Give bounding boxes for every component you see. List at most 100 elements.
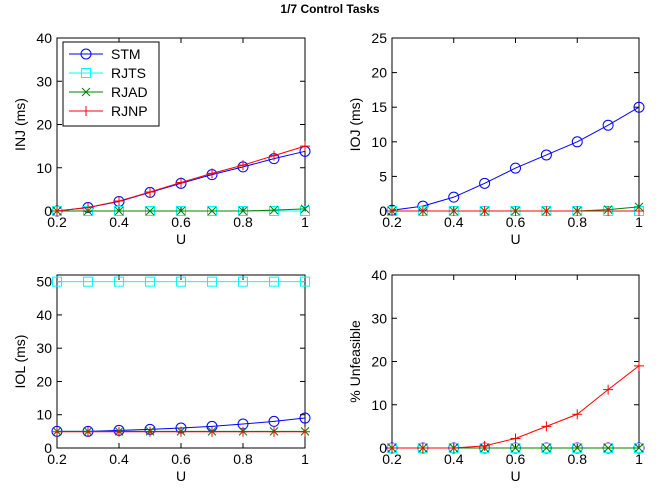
data-point bbox=[634, 443, 644, 453]
data-point bbox=[299, 412, 311, 424]
x-tick-label: 0.8 bbox=[568, 214, 588, 230]
x-tick-label: 1 bbox=[635, 451, 643, 467]
x-tick-label: 0.8 bbox=[233, 214, 253, 230]
data-point bbox=[417, 443, 428, 453]
x-tick-label: 0.4 bbox=[444, 214, 464, 230]
x-tick-label: 0.6 bbox=[506, 214, 526, 230]
x-axis-label: U bbox=[510, 231, 520, 247]
x-tick-label: 0.4 bbox=[444, 451, 464, 467]
y-axis-label: IOL (ms) bbox=[12, 335, 28, 389]
legend-marker bbox=[81, 106, 91, 116]
data-point bbox=[207, 426, 217, 437]
data-point bbox=[145, 426, 155, 437]
y-tick-label: 20 bbox=[36, 117, 52, 133]
data-point bbox=[387, 206, 397, 216]
data-point bbox=[634, 206, 644, 216]
x-tick-label: 0.6 bbox=[171, 214, 191, 230]
data-point bbox=[176, 426, 186, 437]
data-point bbox=[510, 433, 521, 444]
data-point bbox=[269, 426, 279, 437]
y-tick-label: 15 bbox=[371, 99, 387, 115]
data-point bbox=[603, 206, 614, 216]
y-tick-label: 10 bbox=[36, 160, 52, 176]
y-tick-label: 20 bbox=[371, 354, 387, 370]
x-tick-label: 0.2 bbox=[47, 214, 67, 230]
data-point bbox=[634, 360, 644, 371]
data-point bbox=[602, 119, 614, 131]
y-tick-label: 30 bbox=[36, 340, 52, 356]
data-point bbox=[603, 384, 614, 395]
y-axis-label: IOJ (ms) bbox=[347, 98, 363, 152]
series-rjnp bbox=[387, 360, 644, 453]
data-point bbox=[572, 443, 582, 453]
x-tick-label: 0.2 bbox=[47, 451, 67, 467]
legend-marker bbox=[80, 48, 92, 60]
data-point bbox=[572, 409, 583, 420]
data-point bbox=[83, 276, 93, 287]
data-point bbox=[145, 186, 155, 197]
data-point bbox=[238, 426, 248, 437]
data-point bbox=[176, 177, 186, 188]
y-tick-label: 20 bbox=[371, 65, 387, 81]
legend-entry: RJTS bbox=[111, 65, 146, 81]
x-tick-label: 0.4 bbox=[109, 451, 129, 467]
series-line bbox=[391, 106, 640, 211]
data-point bbox=[176, 276, 186, 287]
y-tick-label: 10 bbox=[371, 397, 387, 413]
y-tick-label: 0 bbox=[379, 203, 387, 219]
legend-entry: RJNP bbox=[111, 103, 148, 119]
data-point bbox=[114, 276, 124, 287]
legend-box bbox=[62, 41, 160, 127]
data-point bbox=[269, 276, 279, 287]
data-point bbox=[448, 206, 459, 216]
data-point bbox=[238, 206, 248, 216]
y-tick-label: 40 bbox=[36, 307, 52, 323]
data-point bbox=[145, 276, 155, 287]
data-point bbox=[479, 177, 491, 189]
data-point bbox=[300, 206, 310, 216]
x-axis-label: U bbox=[510, 468, 520, 484]
data-point bbox=[207, 276, 217, 287]
data-point bbox=[510, 162, 521, 174]
x-tick-label: 0.6 bbox=[506, 451, 526, 467]
y-tick-label: 40 bbox=[371, 267, 387, 283]
data-point bbox=[541, 206, 552, 216]
data-point bbox=[479, 206, 490, 216]
data-point bbox=[571, 136, 583, 148]
x-axis-label: U bbox=[176, 231, 186, 247]
data-point bbox=[511, 443, 520, 453]
series-rjnp bbox=[387, 206, 644, 216]
y-tick-label: 50 bbox=[36, 274, 52, 290]
data-point bbox=[300, 141, 310, 152]
legend-entry: STM bbox=[111, 46, 141, 62]
x-tick-label: 1 bbox=[635, 214, 643, 230]
data-point bbox=[269, 206, 279, 216]
data-point bbox=[542, 443, 551, 453]
data-point bbox=[52, 206, 62, 216]
data-point bbox=[114, 206, 124, 216]
plot-area bbox=[56, 274, 306, 449]
data-point bbox=[540, 149, 552, 161]
series-rjad bbox=[52, 204, 310, 216]
legend-entry: RJAD bbox=[111, 84, 148, 100]
data-point bbox=[510, 206, 521, 216]
data-point bbox=[448, 443, 459, 453]
y-axis-label: INJ (ms) bbox=[12, 98, 28, 151]
y-axis-label: % Unfeasible bbox=[347, 320, 363, 403]
data-point bbox=[52, 426, 62, 437]
figure-title: 1/7 Control Tasks bbox=[280, 2, 379, 16]
y-tick-label: 20 bbox=[36, 373, 52, 389]
data-point bbox=[300, 276, 310, 287]
data-point bbox=[448, 191, 460, 203]
data-point bbox=[387, 443, 397, 453]
data-point bbox=[300, 204, 310, 214]
legend-marker bbox=[81, 68, 91, 78]
x-tick-label: 0.8 bbox=[568, 451, 588, 467]
x-tick-label: 0.2 bbox=[382, 451, 402, 467]
y-tick-label: 10 bbox=[36, 407, 52, 423]
data-point bbox=[300, 426, 310, 437]
